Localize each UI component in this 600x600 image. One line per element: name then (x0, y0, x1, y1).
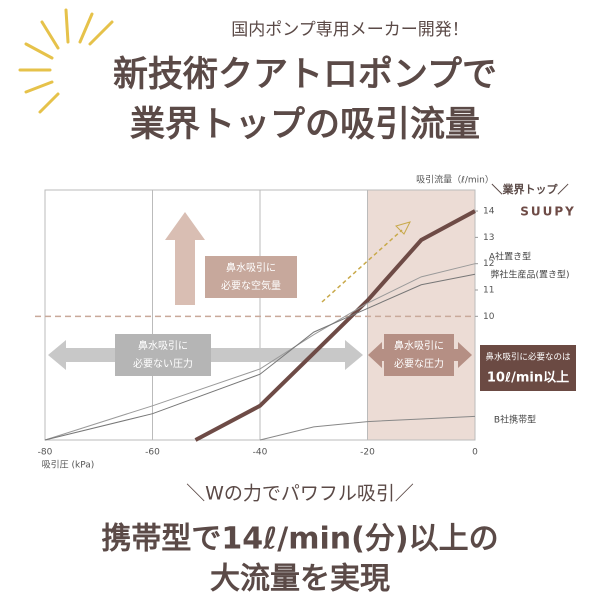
x-axis-label: 吸引圧 (kPa) (42, 460, 95, 471)
annotation: 10ℓ/min以上 (487, 371, 569, 386)
y-tick-label: 14 (483, 207, 495, 217)
series-line (194, 209, 476, 442)
series-line (44, 263, 476, 441)
x-tick-label: -80 (38, 448, 53, 458)
annotation: 鼻水吸引に (138, 339, 188, 352)
annotation: 鼻水吸引に (394, 339, 444, 352)
y-tick-label: 13 (483, 233, 494, 243)
title: 新技術クアトロポンプで (113, 54, 497, 95)
sunburst (18, 8, 114, 114)
y-tick-label: 10 (483, 312, 495, 322)
y-tick-label: 11 (483, 286, 494, 296)
legend-tag: ＼業界トップ／ (492, 182, 569, 196)
callout-box (480, 345, 576, 391)
pointer-arrow (321, 229, 403, 303)
up-arrow (165, 212, 205, 305)
series-label: 弊社生産品(置き型) (490, 269, 569, 281)
highlight-band (367, 190, 475, 440)
box (115, 334, 211, 376)
annotation: 必要な空気量 (221, 279, 281, 292)
x-tick-label: -20 (360, 448, 375, 458)
box (384, 334, 454, 376)
box (205, 256, 297, 298)
x-tick-label: -60 (145, 448, 160, 458)
series-label: B社携帯型 (494, 414, 536, 426)
footer-line: 大流量を実現 (210, 562, 390, 597)
x-tick-label: -40 (253, 448, 268, 458)
series-line (259, 415, 476, 441)
annotation: 必要ない圧力 (133, 357, 193, 370)
tagline: ＼Wの力でパワフル吸引／ (186, 483, 414, 505)
series-label: A社置き型 (489, 251, 531, 263)
y-tick-label: 12 (483, 259, 494, 269)
legend-label: SUUPY (520, 205, 576, 219)
header: 国内ポンプ専用メーカー開発！ (231, 20, 469, 40)
annotation: 鼻水吸引に必要なのは (485, 352, 571, 363)
y-axis-label: 吸引流量（ℓ/min） (416, 174, 494, 186)
footer-line: 携帯型で14ℓ/min(分)以上の (101, 522, 498, 557)
annotation: 鼻水吸引に (226, 261, 276, 274)
series-line (44, 273, 476, 441)
arrow-head (395, 221, 411, 235)
title: 業界トップの吸引流量 (130, 105, 480, 145)
x-tick-label: 0 (472, 448, 478, 458)
annotation: 必要な圧力 (394, 357, 444, 370)
